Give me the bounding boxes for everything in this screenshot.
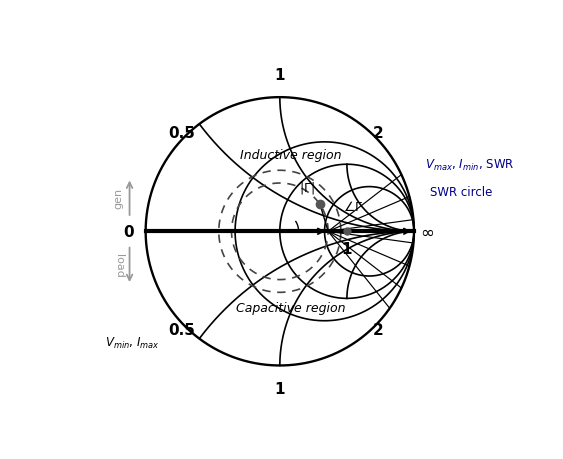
Text: $\infty$: $\infty$ (421, 223, 435, 241)
Text: 1: 1 (275, 67, 285, 83)
Text: $V_{max}$, $I_{min}$, SWR: $V_{max}$, $I_{min}$, SWR (425, 157, 514, 173)
Text: $|\Gamma|$: $|\Gamma|$ (299, 179, 315, 196)
Text: 0: 0 (123, 224, 133, 239)
Text: $\angle\Gamma$: $\angle\Gamma$ (343, 199, 363, 213)
Text: SWR circle: SWR circle (430, 185, 493, 198)
Text: Capacitive region: Capacitive region (236, 302, 345, 314)
Text: 0.5: 0.5 (168, 126, 195, 141)
Text: 2: 2 (373, 323, 384, 338)
Text: gen: gen (114, 188, 124, 209)
Text: load: load (114, 253, 124, 277)
Text: 1: 1 (342, 241, 352, 256)
Text: 2: 2 (373, 126, 384, 141)
Text: $V_{min}$, $I_{max}$: $V_{min}$, $I_{max}$ (105, 336, 160, 350)
Text: 1: 1 (275, 381, 285, 396)
Text: 0.5: 0.5 (168, 323, 195, 338)
Text: Inductive region: Inductive region (240, 149, 341, 162)
